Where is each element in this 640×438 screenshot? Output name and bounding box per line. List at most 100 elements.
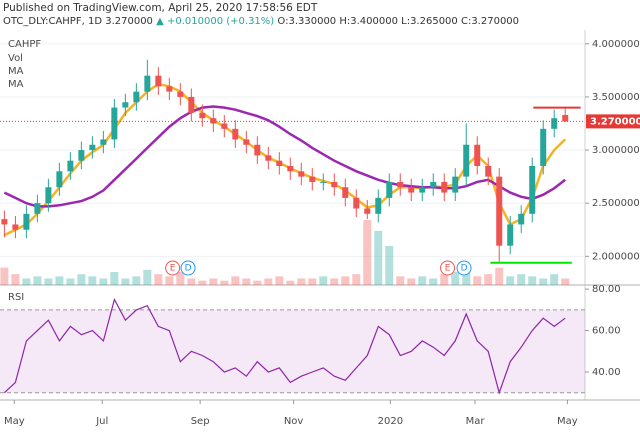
volume-bar: [66, 278, 75, 285]
candle-body: [243, 139, 250, 145]
candle-body: [529, 166, 536, 214]
candle-body: [540, 128, 547, 166]
event-marker: [180, 260, 196, 276]
y-tick-label: 3.000000: [592, 145, 640, 156]
volume-bar: [374, 230, 383, 285]
legend-item: Vol: [8, 53, 23, 64]
candle-body: [111, 107, 118, 140]
candle-body: [276, 160, 283, 166]
volume-bar: [363, 220, 372, 285]
change: ▲ +0.010000 (+0.31%): [156, 16, 274, 27]
candle-body: [474, 144, 481, 166]
candle-body: [144, 75, 151, 92]
candle-body: [67, 160, 74, 172]
event-label: D: [461, 264, 468, 274]
volume-bar: [330, 278, 339, 285]
event-label: E: [445, 264, 451, 274]
volume-bar: [22, 278, 31, 285]
last-price-label: 3.270000: [590, 116, 640, 127]
volume-bar: [209, 278, 218, 285]
candle-body: [562, 115, 569, 122]
y-tick-label: 4.000000: [592, 39, 640, 50]
volume-bar: [286, 280, 295, 285]
candle-body: [419, 187, 426, 193]
volume-bar: [341, 276, 350, 285]
last-price-box: [586, 114, 640, 129]
volume-bar: [385, 246, 394, 285]
volume-bar: [517, 274, 526, 285]
volume-bar: [0, 267, 9, 285]
candle-body: [89, 144, 96, 151]
event-marker: [456, 260, 472, 276]
volume-bar: [165, 276, 174, 285]
volume-bar: [121, 278, 130, 285]
x-tick-label: May: [4, 416, 25, 427]
y-tick-label: 80.00: [592, 284, 621, 295]
volume-bar: [187, 278, 196, 285]
candle-body: [188, 96, 195, 113]
candle-body: [320, 181, 327, 183]
rsi-band: [0, 309, 585, 393]
volume-bar: [396, 276, 405, 285]
candle-body: [166, 86, 173, 92]
candle-body: [353, 197, 360, 209]
candle-body: [78, 150, 85, 161]
volume-bar: [462, 269, 471, 285]
candle-body: [507, 224, 514, 246]
volume-bar: [154, 274, 163, 285]
volume-bar: [88, 276, 97, 285]
volume-bar: [429, 278, 438, 285]
header-info: OTC_DLY:CAHPF, 1D 3.270000 ▲ +0.010000 (…: [3, 16, 519, 27]
last: 3.270000: [105, 16, 153, 27]
x-tick-label: Nov: [284, 416, 304, 427]
candle-body: [430, 181, 437, 188]
candle-body: [342, 187, 349, 198]
legend-item: CAHPF: [8, 39, 41, 50]
volume-bar: [275, 276, 284, 285]
candle-body: [485, 166, 492, 177]
volume-bar: [451, 272, 460, 285]
volume-bar: [143, 269, 152, 285]
event-marker: [440, 260, 456, 276]
y-tick-label: 40.00: [592, 367, 621, 378]
candle-body: [254, 144, 261, 156]
candle-body: [397, 181, 404, 188]
volume-bar: [440, 274, 449, 285]
ma-line: [3, 105, 566, 208]
legend-item: MA: [8, 79, 24, 90]
candle-body: [56, 171, 63, 188]
candle-body: [199, 112, 206, 119]
candle-body: [441, 181, 448, 193]
candle-body: [309, 176, 316, 182]
ma-line: [3, 82, 567, 237]
volume-bar: [308, 278, 317, 285]
volume-bar: [253, 280, 262, 285]
pane-title: RSI: [8, 292, 24, 303]
volume-bar: [484, 274, 493, 285]
x-tick-label: May: [557, 416, 578, 427]
candle-body: [100, 139, 107, 145]
symbol: OTC_DLY:CAHPF, 1D: [3, 16, 102, 27]
volume-bar: [407, 278, 416, 285]
y-tick-label: 2.500000: [592, 198, 640, 209]
volume-bar: [352, 274, 361, 285]
x-tick-label: 2020: [378, 416, 403, 427]
candle-body: [265, 155, 272, 161]
volume-bar: [33, 276, 42, 285]
volume-bar: [44, 278, 53, 285]
x-tick-label: Jul: [95, 416, 108, 427]
volume-bar: [231, 276, 240, 285]
volume-bar: [198, 280, 207, 285]
volume-bar: [176, 272, 185, 285]
legend-item: MA: [8, 66, 24, 77]
candle-body: [331, 181, 338, 188]
candle-body: [133, 91, 140, 103]
volume-bar: [550, 274, 559, 285]
volume-bar: [561, 278, 570, 285]
candle-body: [551, 118, 558, 129]
volume-bar: [132, 276, 141, 285]
candle-body: [463, 144, 470, 177]
candle-body: [232, 128, 239, 140]
candle-body: [408, 187, 415, 193]
